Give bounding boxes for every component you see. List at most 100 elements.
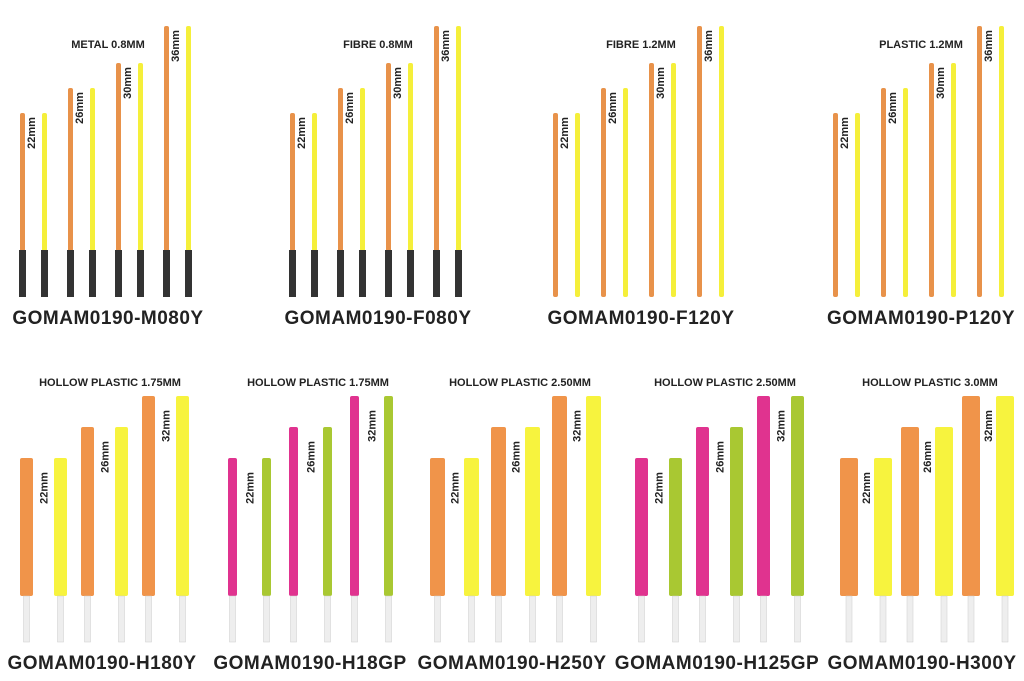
rod xyxy=(456,26,461,297)
rod xyxy=(929,63,934,297)
length-label: 26mm xyxy=(511,441,523,473)
length-label: 26mm xyxy=(306,441,318,473)
rod-stem xyxy=(638,595,645,643)
length-label: 30mm xyxy=(122,67,134,99)
rod xyxy=(338,88,343,297)
rod xyxy=(977,26,982,297)
group-title: METAL 0.8MM xyxy=(71,39,145,51)
length-label: 30mm xyxy=(935,67,947,99)
rod xyxy=(881,88,886,297)
rod xyxy=(840,458,858,596)
length-label: 22mm xyxy=(450,472,462,504)
product-code: GOMAM0190-F080Y xyxy=(284,308,471,329)
rod xyxy=(115,427,128,596)
rod-stem xyxy=(1001,595,1009,643)
rod-stem xyxy=(699,595,706,643)
rod-base xyxy=(337,250,344,297)
rod xyxy=(586,396,601,596)
rod xyxy=(855,113,860,297)
length-label: 30mm xyxy=(392,67,404,99)
rod-stem xyxy=(434,595,441,643)
group-title: HOLLOW PLASTIC 2.50MM xyxy=(654,377,796,389)
rod-base xyxy=(41,250,48,297)
rod xyxy=(833,113,838,297)
rod-base xyxy=(163,250,170,297)
rod-stem xyxy=(556,595,563,643)
rod xyxy=(228,458,237,596)
rod-stem xyxy=(23,595,30,643)
rod xyxy=(671,63,676,297)
rod-base xyxy=(19,250,26,297)
rod xyxy=(552,396,567,596)
length-label: 32mm xyxy=(776,410,788,442)
rod xyxy=(289,427,298,596)
rod xyxy=(164,26,169,297)
length-label: 32mm xyxy=(367,410,379,442)
group-title: HOLLOW PLASTIC 1.75MM xyxy=(247,377,389,389)
length-label: 22mm xyxy=(245,472,257,504)
length-label: 22mm xyxy=(296,117,308,149)
rod xyxy=(81,427,94,596)
product-code: GOMAM0190-F120Y xyxy=(547,308,734,329)
rod-stem xyxy=(760,595,767,643)
rod xyxy=(360,88,365,297)
rod-stem xyxy=(733,595,740,643)
rod-stem xyxy=(263,595,270,643)
length-label: 22mm xyxy=(26,117,38,149)
rod xyxy=(669,458,682,596)
rod-base xyxy=(359,250,366,297)
length-label: 32mm xyxy=(572,410,584,442)
length-label: 26mm xyxy=(344,92,356,124)
rod xyxy=(350,396,359,596)
rod-base xyxy=(185,250,192,297)
rod xyxy=(903,88,908,297)
rod xyxy=(525,427,540,596)
group-title: HOLLOW PLASTIC 2.50MM xyxy=(449,377,591,389)
rod xyxy=(730,427,743,596)
rod xyxy=(635,458,648,596)
length-label: 30mm xyxy=(655,67,667,99)
rod xyxy=(262,458,271,596)
group-title: HOLLOW PLASTIC 1.75MM xyxy=(39,377,181,389)
length-label: 26mm xyxy=(74,92,86,124)
length-label: 22mm xyxy=(654,472,666,504)
rod xyxy=(386,63,391,297)
rod xyxy=(142,396,155,596)
rod xyxy=(623,88,628,297)
length-label: 22mm xyxy=(839,117,851,149)
rod xyxy=(54,458,67,596)
rod xyxy=(951,63,956,297)
rod-base xyxy=(407,250,414,297)
rod xyxy=(68,88,73,297)
rod-stem xyxy=(906,595,914,643)
rod-stem xyxy=(468,595,475,643)
length-label: 26mm xyxy=(607,92,619,124)
rod xyxy=(20,458,33,596)
rod-stem xyxy=(672,595,679,643)
rod-stem xyxy=(879,595,887,643)
length-label: 22mm xyxy=(39,472,51,504)
rod xyxy=(464,458,479,596)
rod xyxy=(186,26,191,297)
length-label: 26mm xyxy=(887,92,899,124)
length-label: 36mm xyxy=(440,30,452,62)
rod xyxy=(491,427,506,596)
rod xyxy=(696,427,709,596)
rod xyxy=(601,88,606,297)
length-label: 22mm xyxy=(559,117,571,149)
rod xyxy=(999,26,1004,297)
length-label: 22mm xyxy=(861,472,873,504)
rod xyxy=(996,396,1014,596)
group-title: FIBRE 0.8MM xyxy=(343,39,413,51)
rod-stem xyxy=(794,595,801,643)
rod xyxy=(649,63,654,297)
length-label: 32mm xyxy=(983,410,995,442)
product-code: GOMAM0190-H18GP xyxy=(213,653,406,674)
rod-base xyxy=(311,250,318,297)
rod xyxy=(176,396,189,596)
length-label: 36mm xyxy=(170,30,182,62)
group-title: FIBRE 1.2MM xyxy=(606,39,676,51)
rod xyxy=(434,26,439,297)
rod-base xyxy=(137,250,144,297)
